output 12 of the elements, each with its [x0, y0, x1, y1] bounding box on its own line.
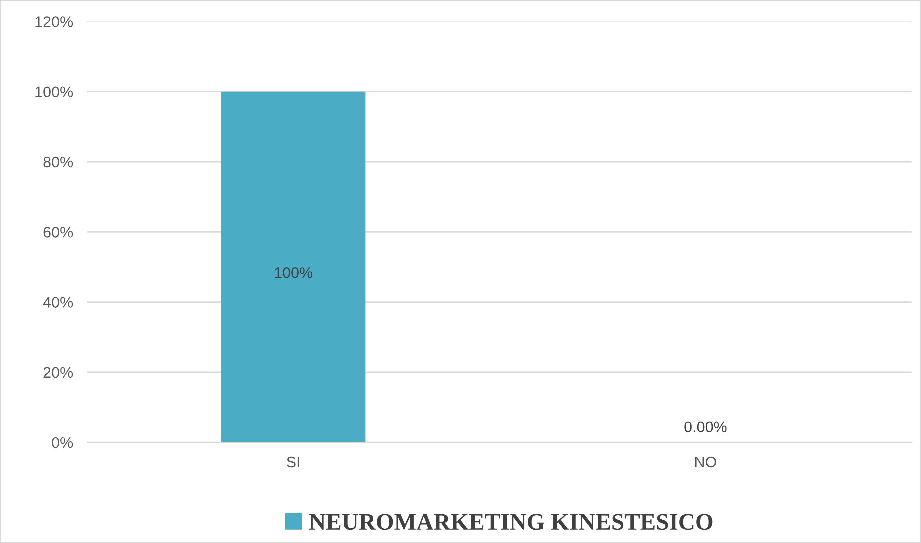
y-tick-label: 80% — [44, 156, 74, 168]
y-tick-label: 0% — [52, 437, 74, 448]
y-tick-label: 100% — [36, 86, 74, 98]
y-tick-label: 120% — [36, 16, 74, 28]
y-tick-label: 60% — [44, 227, 74, 238]
y-tick-label: 20% — [44, 367, 74, 378]
data-label: 100% — [275, 268, 313, 278]
x-tick-label: SI — [287, 456, 300, 468]
legend-label: NEUROMARKETING KINESTESICO — [310, 514, 713, 530]
y-tick-label: 40% — [43, 297, 74, 308]
data-label: 0.00% — [684, 422, 727, 433]
x-tick-label: NO — [696, 456, 716, 468]
